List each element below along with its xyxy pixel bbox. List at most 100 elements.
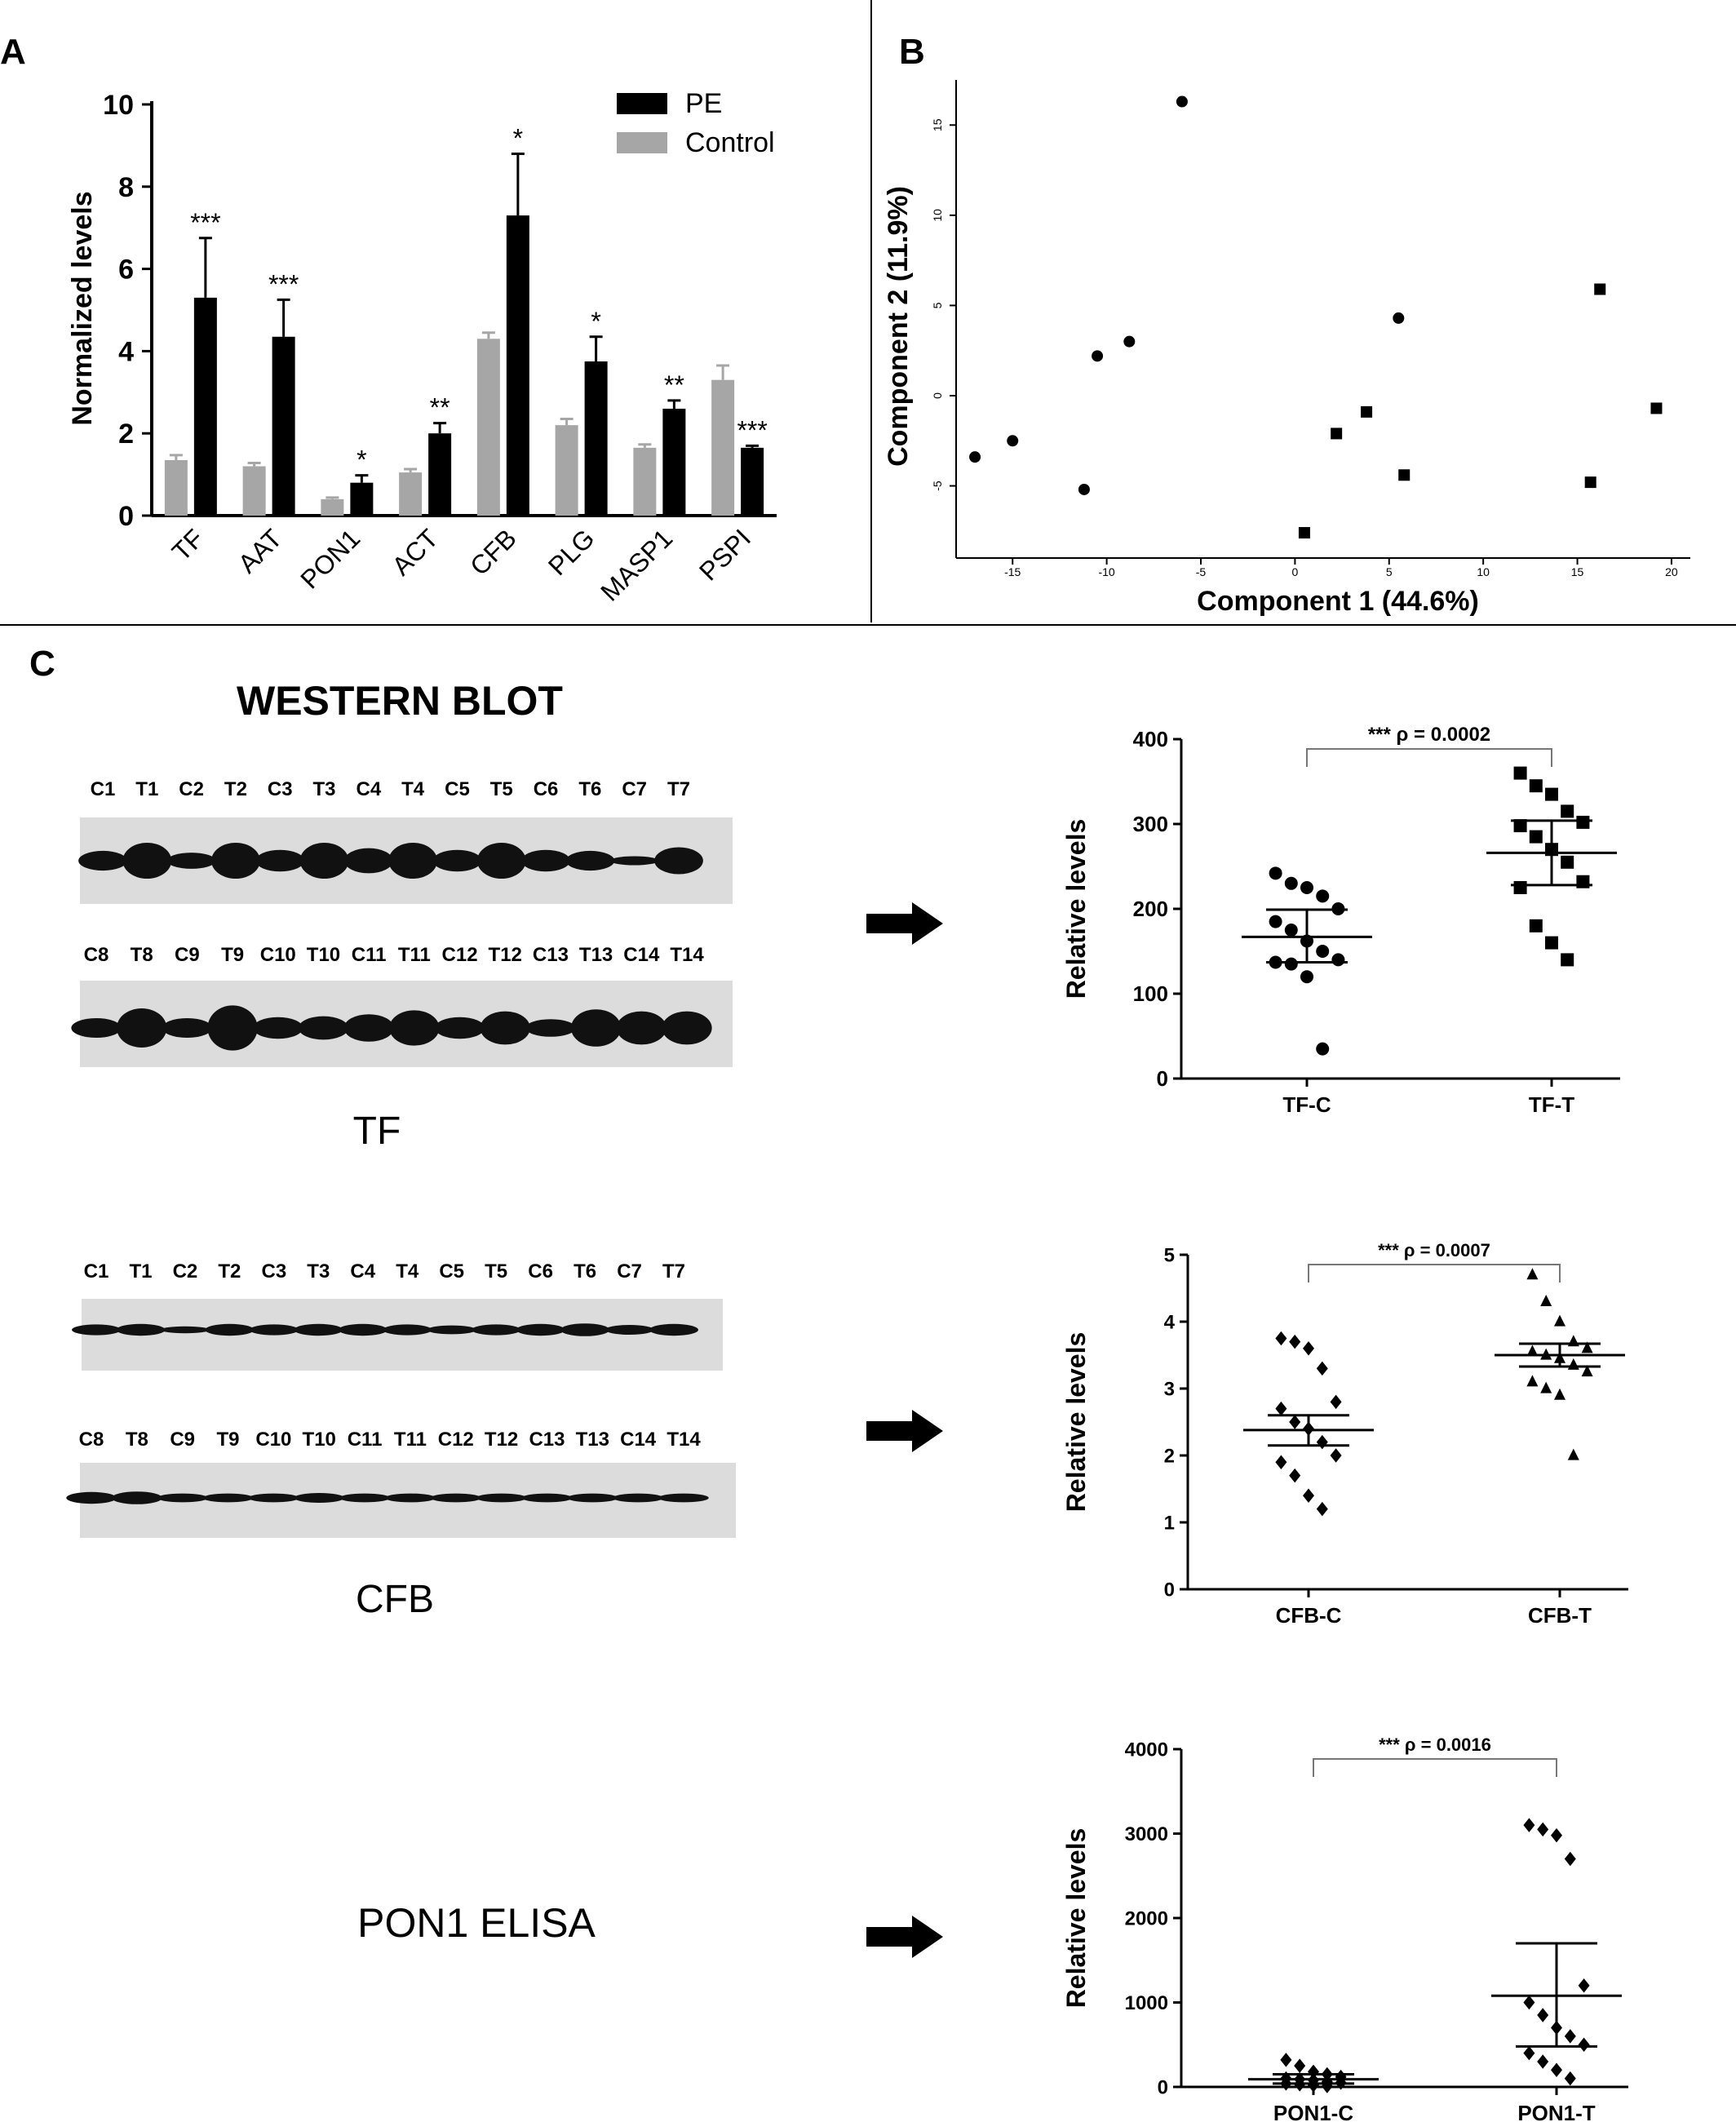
significance-bracket [1306,748,1552,767]
y-tick-label: 0 [1164,1579,1175,1601]
blot-band [388,843,438,879]
y-tick-label: 3000 [1125,1823,1168,1845]
blot-band [248,1493,299,1503]
data-point-circle [1284,924,1298,937]
lane-label: C7 [622,778,647,800]
blot-band [567,1493,618,1503]
bar-control [711,379,735,516]
lane-label: T12 [489,944,522,966]
data-point-square [1650,402,1663,414]
blot-band [472,1324,521,1336]
lane-label: C1 [84,1260,109,1283]
panel-b-scatter-chart: Component 1 (44.6%) Component 2 (11.9%) … [883,80,1690,617]
bar-control [555,425,578,516]
blot-band [613,1493,663,1503]
data-point-circle [1092,350,1104,362]
blot-band [427,1325,476,1335]
x-tick-label: PLG [542,523,600,581]
data-point-diamond [1564,2029,1576,2044]
significance-label: * [356,445,366,475]
blot-band [431,1493,481,1503]
x-tick-label: CFB [464,523,522,581]
data-point-square [1529,830,1543,844]
significance-label: *** [737,415,767,445]
lane-label: T13 [576,1429,609,1451]
y-tick-label: 0 [1158,2076,1168,2098]
y-tick-label: 1000 [1125,1992,1168,2014]
significance-bracket [1313,1758,1557,1777]
x-tick-label: PON1-T [1517,2101,1595,2122]
x-tick-label: PSPI [693,523,756,586]
data-point-square [1584,476,1596,489]
cfb-dot-plot: 0 1 2 3 4 5 Relative levels CFB-C CFB-T *** ρ = 0… [1061,1240,1628,1628]
data-point-square [1298,527,1310,539]
blot-band [298,1016,349,1040]
data-point-circle [1284,957,1298,971]
significance-annotation: *** ρ = 0.0016 [1379,1734,1491,1755]
bar-pe [272,336,295,516]
data-point-circle [1284,876,1298,890]
lane-label: T14 [670,944,704,966]
data-point-circle [1316,1042,1330,1056]
data-point-diamond [1289,1468,1301,1483]
y-tick-label: 0 [118,501,134,532]
data-point-square [1561,804,1574,818]
lane-label: T5 [485,1260,507,1283]
cfb-blot-label: CFB [356,1578,434,1621]
x-tick-label: PON1 [294,523,365,594]
lane-label: C14 [623,944,660,966]
x-tick-label: CFB-C [1276,1603,1342,1628]
data-point-triangle [1567,1448,1579,1460]
lane-label: C4 [350,1260,375,1283]
data-point-circle [1316,945,1330,958]
y-tick-label: 4 [1164,1311,1176,1333]
bar-control [476,339,500,516]
blot-band [166,853,216,869]
y-tick-label: 2 [1164,1445,1175,1467]
lane-label: T1 [135,778,158,800]
blot-band [658,1493,709,1503]
x-tick-label: -5 [1196,565,1207,578]
lane-label: T6 [574,1260,596,1283]
lane-label: C2 [173,1260,198,1283]
tf-blot-label: TF [353,1110,401,1153]
lane-label: C7 [617,1260,642,1283]
lane-label: T4 [396,1260,419,1283]
lane-label: C3 [268,778,293,800]
data-point-diamond [1523,1818,1535,1832]
data-point-diamond [1289,1334,1301,1349]
bar-pe [662,408,686,516]
y-tick-label: 2 [118,419,134,450]
blot-band [66,1491,117,1504]
data-point-diamond [1551,1827,1562,1843]
western-blot-title: WESTERN BLOT [237,678,563,724]
lane-label: T9 [221,944,244,966]
lane-label: T9 [217,1429,240,1451]
blot-band [343,1014,394,1042]
data-point-square [1529,919,1543,933]
blot-band [570,1009,622,1047]
data-point-diamond [1280,2053,1292,2067]
blot-band [162,1018,213,1038]
blot-band [516,1323,565,1336]
lane-label: T10 [303,1429,336,1451]
x-tick-label: 15 [1571,565,1584,578]
data-point-circle [1331,953,1345,967]
lane-label: C10 [260,944,296,966]
data-point-diamond [1316,1361,1328,1376]
data-point-triangle [1540,1381,1552,1393]
y-tick-label: 3 [1164,1378,1175,1400]
data-point-diamond [1523,1995,1535,2010]
x-tick-label: TF-T [1529,1092,1574,1117]
blot-band [207,1005,258,1051]
y-tick-label: 1 [1164,1512,1175,1534]
data-point-diamond [1316,1434,1328,1450]
lane-label: T2 [224,778,247,800]
y-tick-label: 10 [103,90,134,121]
blot-band [72,1324,121,1336]
arrow-right-icon [866,1410,943,1452]
blot-band [565,850,615,871]
y-tick-label: 100 [1133,981,1168,1006]
data-point-circle [1007,435,1019,447]
